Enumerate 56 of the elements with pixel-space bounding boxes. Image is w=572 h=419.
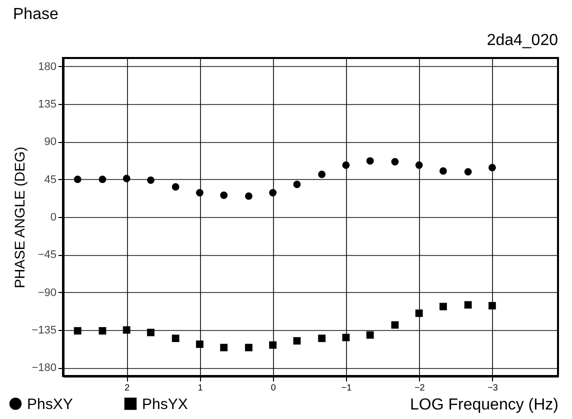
y-tick-label: 135 [38,98,56,111]
point [172,334,180,342]
y-tick-label: −90 [38,286,56,299]
point [366,331,374,339]
point [269,341,277,349]
point [464,168,472,176]
point [98,176,106,184]
point [220,344,228,352]
point [318,170,326,178]
point [488,302,496,310]
point [147,328,154,336]
x-tick-label: 0 [270,382,276,392]
point [415,310,423,317]
y-tick-label: 0 [50,212,56,224]
point [74,327,82,335]
y-tick-label: 45 [44,174,56,186]
point [122,174,130,182]
point [342,161,350,169]
point [415,161,423,169]
point [98,327,106,335]
point [74,176,82,184]
x-tick-label: −1 [341,382,352,392]
point [464,301,472,309]
x-tick-label: 2 [124,382,130,392]
point [196,340,204,348]
point [391,158,399,166]
y-tick-label: −45 [38,249,56,262]
point [220,192,228,199]
chart-title: Phase [13,6,58,23]
point [269,189,277,196]
point [488,164,496,172]
y-tick-label: 90 [44,136,56,148]
point [245,192,252,200]
point [440,302,447,310]
point [245,344,252,352]
legend-label: PhsXY [27,396,73,413]
y-axis-title: PHASE ANGLE (DEG) [12,146,28,288]
x-tick-label: −3 [488,382,498,392]
point [391,321,399,329]
x-tick-label: −2 [414,382,425,392]
legend-label: PhsYX [142,396,188,413]
point [293,180,301,188]
chart-subtitle: 2da4_020 [486,32,558,49]
point [122,326,130,334]
point [366,157,374,165]
y-tick-label: −135 [32,324,56,336]
point [440,167,447,175]
point [172,183,180,191]
point [196,189,204,196]
point [293,337,301,345]
point [147,176,154,184]
point [318,334,326,342]
y-tick-label: −180 [32,362,56,374]
y-tick-label: 180 [38,60,56,73]
x-tick-label: 1 [198,382,203,392]
x-axis-title: LOG Frequency (Hz) [410,396,558,414]
